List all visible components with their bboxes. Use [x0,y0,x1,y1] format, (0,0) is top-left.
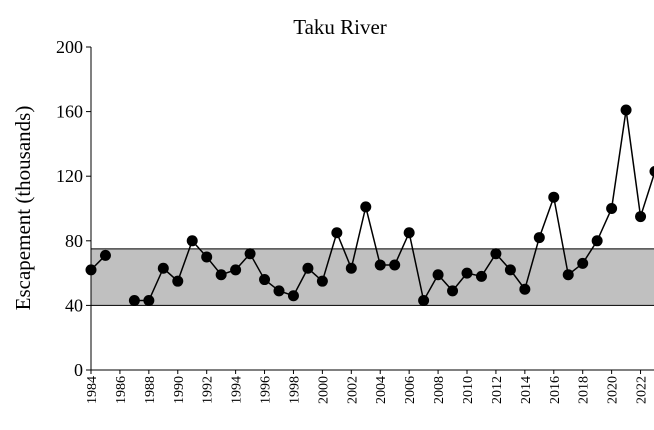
data-point [259,274,271,286]
data-point [519,283,531,295]
data-point [490,248,502,260]
x-tick-label: 1996 [259,376,274,404]
x-tick-label: 1998 [287,376,302,404]
x-tick-label: 2022 [635,376,650,404]
x-tick-label: 2020 [606,376,621,404]
data-point [99,249,111,261]
data-point [128,295,140,307]
y-tick-label: 200 [56,37,83,57]
data-point [157,262,169,274]
data-point [606,203,618,214]
x-tick-label: 2004 [374,376,389,404]
data-point [548,191,560,203]
y-axis-label: Escapement (thousands) [11,106,35,311]
chart-title: Taku River [293,15,387,39]
data-point [186,235,198,247]
y-tick-label: 80 [65,231,83,251]
x-tick-label: 1984 [85,376,100,404]
x-tick-label: 2008 [432,376,447,404]
data-point [316,275,328,287]
x-tick-label: 1994 [230,376,245,404]
data-point [591,235,603,247]
data-point [447,285,459,297]
data-point [302,262,314,274]
data-point [403,227,415,239]
data-point [620,104,632,116]
data-point [360,201,372,213]
x-tick-label: 2010 [461,376,476,404]
x-tick-label: 2014 [519,376,534,404]
y-tick-label: 160 [56,102,83,122]
y-tick-label: 40 [65,295,83,315]
y-tick-label: 120 [56,166,83,186]
y-tick-label: 0 [74,360,83,380]
x-tick-label: 2000 [316,376,331,404]
data-point [461,267,473,279]
data-point [287,290,299,302]
data-point [649,165,654,177]
x-tick-label: 2006 [403,376,418,404]
data-point [215,269,227,281]
x-tick-label: 1990 [172,376,187,404]
x-tick-label: 2018 [577,376,592,404]
x-tick-label: 1986 [114,376,129,404]
data-point [143,295,155,307]
data-point [345,262,357,274]
data-point [432,269,444,281]
data-point [331,227,343,239]
data-point [475,270,487,282]
data-point [172,275,184,287]
data-point [533,232,545,244]
x-tick-label: 2016 [548,376,563,404]
data-point [85,264,97,276]
data-point [577,257,589,269]
data-point [504,264,516,276]
data-point [389,259,401,271]
data-point [273,285,285,297]
data-point [562,269,574,281]
data-point [635,211,647,223]
data-point [230,264,242,276]
data-point [418,295,430,307]
x-tick-label: 1992 [201,376,216,404]
data-point [374,259,386,271]
x-tick-label: 1988 [143,376,158,404]
x-tick-label: 2002 [345,376,360,404]
x-tick-label: 2012 [490,376,505,404]
data-point [244,248,256,260]
goal-band [90,248,654,306]
data-point [201,251,213,263]
